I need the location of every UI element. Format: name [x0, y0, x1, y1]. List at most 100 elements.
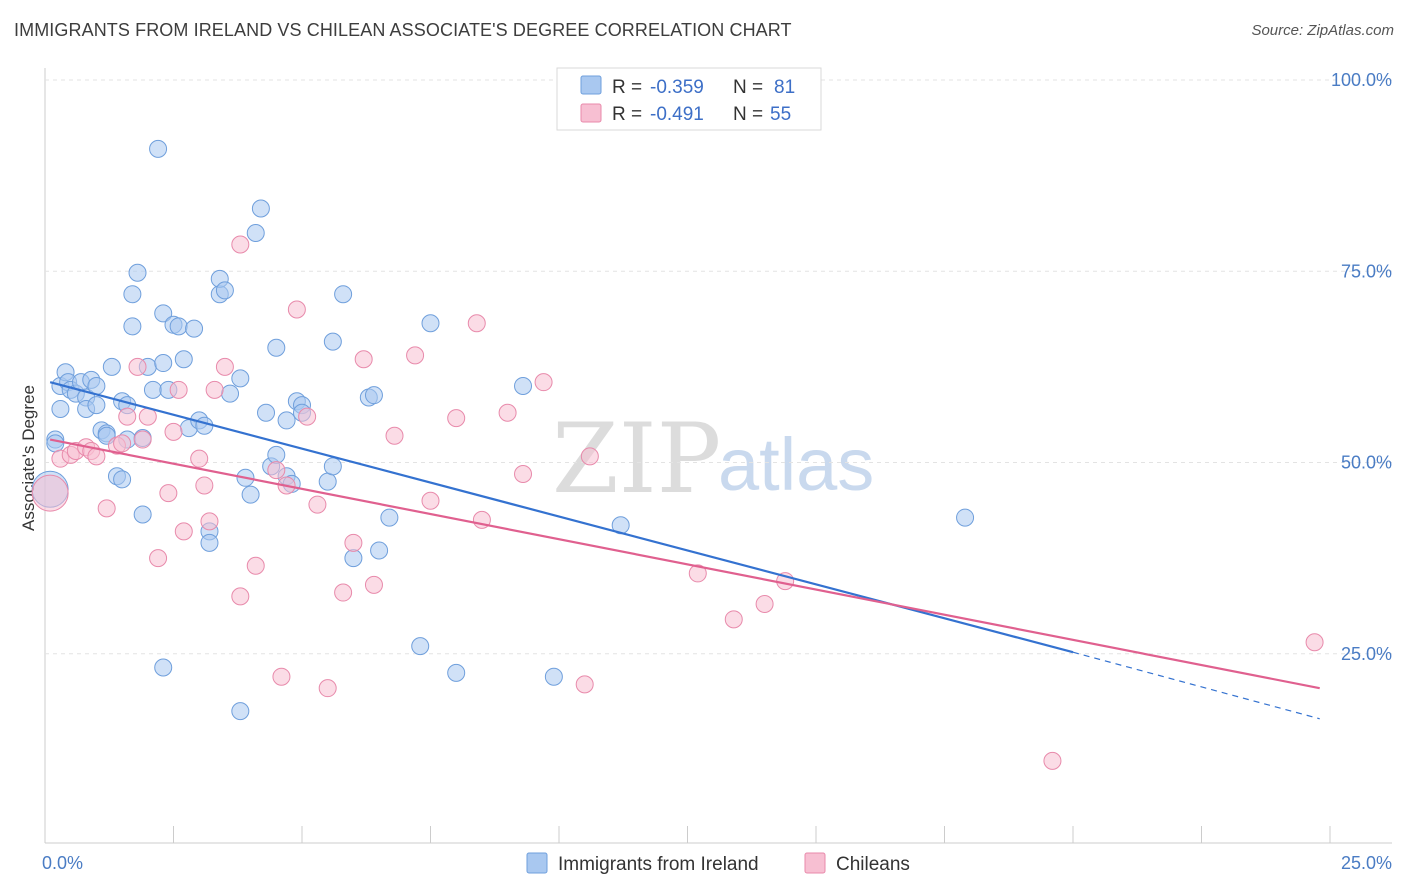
data-point [421, 491, 440, 510]
legend-bottom-swatch-ireland [526, 852, 548, 874]
data-point [344, 549, 363, 568]
data-point [251, 199, 270, 218]
data-point [154, 354, 173, 373]
data-point [123, 285, 142, 304]
data-point [200, 533, 219, 552]
data-point [298, 407, 317, 426]
data-point [164, 422, 183, 441]
data-point [133, 430, 152, 449]
data-point [575, 675, 594, 694]
legend-n-label-ireland: N = [733, 77, 763, 98]
x-tick-label-max: 25.0% [1341, 853, 1392, 873]
data-point [246, 556, 265, 575]
data-point [277, 411, 296, 430]
data-point [123, 317, 142, 336]
data-point [195, 416, 214, 435]
data-point [231, 235, 250, 254]
data-point [1305, 633, 1324, 652]
data-point [154, 658, 173, 677]
legend-n-value-ireland: 81 [774, 77, 795, 98]
data-point [334, 583, 353, 602]
trend-line-extension [1072, 651, 1320, 720]
legend-top: R = -0.359 N = 81 R = -0.491 N = 55 [556, 67, 822, 131]
data-point [956, 508, 975, 527]
data-point [128, 263, 147, 282]
chart-title: IMMIGRANTS FROM IRELAND VS CHILEAN ASSOC… [14, 20, 792, 40]
data-point [354, 350, 373, 369]
data-point [31, 474, 69, 512]
data-point [267, 461, 286, 480]
data-point [200, 512, 219, 531]
data-point [149, 139, 168, 158]
data-point [724, 610, 743, 629]
data-point [231, 369, 250, 388]
data-point [185, 319, 204, 338]
data-point [272, 667, 291, 686]
data-point [755, 595, 774, 614]
data-point [344, 533, 363, 552]
data-point [87, 396, 106, 415]
data-point [1043, 751, 1062, 770]
y-tick-label: 25.0% [1341, 644, 1392, 664]
trend-line [49, 438, 1320, 690]
data-point [370, 541, 389, 560]
data-point [118, 407, 137, 426]
data-point [215, 281, 234, 300]
y-axis-label: Associate's Degree [19, 385, 38, 531]
y-tick-label: 100.0% [1331, 70, 1392, 90]
data-point [318, 472, 337, 491]
data-point [364, 575, 383, 594]
data-point [205, 380, 224, 399]
data-point [514, 377, 533, 395]
watermark-zip: ZIP [552, 403, 721, 515]
data-point [102, 357, 121, 376]
y-tick-label: 50.0% [1341, 453, 1392, 473]
data-point [385, 426, 404, 445]
data-point [169, 317, 188, 336]
legend-bottom: Immigrants from Ireland Chileans [526, 852, 910, 875]
data-point [221, 384, 240, 403]
data-point [257, 403, 276, 422]
legend-r-label-ireland: R = [612, 77, 642, 98]
y-tick-labels: 100.0% 75.0% 50.0% 25.0% [1331, 70, 1392, 664]
legend-n-label-chile: N = [733, 104, 763, 125]
data-point [447, 409, 466, 428]
data-point [51, 399, 70, 418]
data-point [364, 386, 383, 405]
data-point [467, 314, 486, 333]
data-point [246, 224, 265, 242]
x-ticks [44, 826, 1331, 843]
data-point [514, 464, 533, 483]
data-point [323, 332, 342, 351]
data-point [149, 549, 168, 568]
data-point [498, 403, 517, 422]
data-point [174, 350, 193, 369]
data-point [154, 304, 173, 323]
data-point [308, 495, 327, 514]
data-point [406, 346, 425, 365]
legend-n-value-chile: 55 [770, 104, 791, 125]
data-point [133, 505, 152, 524]
data-point [46, 434, 65, 453]
data-point [580, 447, 599, 466]
data-point [534, 373, 553, 392]
data-point [380, 508, 399, 527]
data-point [215, 357, 234, 376]
data-point [267, 445, 286, 464]
data-point [287, 300, 306, 319]
legend-bottom-label-ireland: Immigrants from Ireland [558, 854, 759, 875]
data-point [267, 338, 286, 357]
y-tick-label: 75.0% [1341, 261, 1392, 281]
legend-bottom-label-chile: Chileans [836, 854, 910, 875]
legend-r-label-chile: R = [612, 104, 642, 125]
legend-swatch-chile [580, 103, 602, 123]
watermark-atlas: atlas [718, 423, 874, 506]
data-point [241, 485, 260, 504]
trend-lines [49, 381, 1320, 720]
data-point [190, 449, 209, 468]
data-point [169, 380, 188, 399]
x-tick-label-min: 0.0% [42, 853, 83, 873]
data-point [113, 470, 132, 489]
data-point [411, 637, 430, 656]
